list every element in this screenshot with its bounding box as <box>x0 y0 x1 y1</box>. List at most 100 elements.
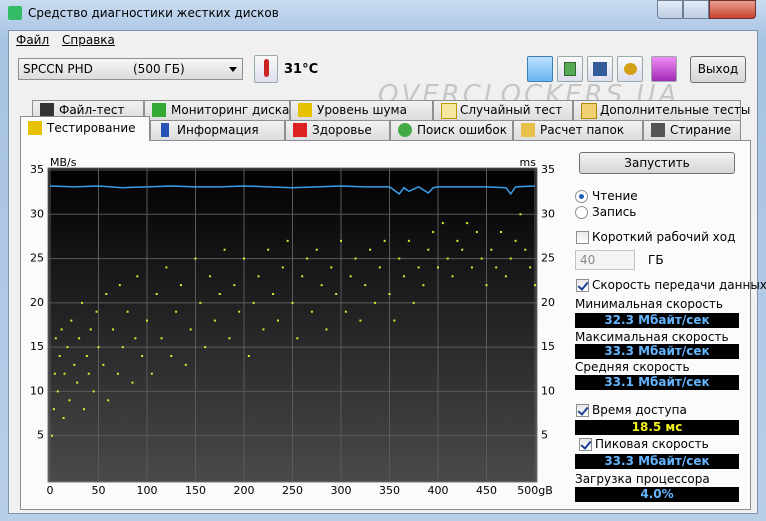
access-time-point <box>107 399 110 402</box>
y2-tick-label: 20 <box>541 296 555 309</box>
checkbox[interactable] <box>576 404 589 417</box>
access-time-point <box>325 328 328 331</box>
menu-item[interactable]: Справка <box>62 33 115 47</box>
tab[interactable]: Расчет папок <box>513 120 643 140</box>
access-time-point <box>267 248 270 251</box>
y-tick-label: 30 <box>30 207 44 220</box>
app-icon <box>8 6 22 20</box>
y2-tick-label: 25 <box>541 252 555 265</box>
access-time-point <box>398 257 401 260</box>
tab[interactable]: Случайный тест <box>433 100 573 120</box>
access-time-point <box>417 266 420 269</box>
access-time-point <box>306 257 309 260</box>
tab[interactable]: Стирание <box>643 120 741 140</box>
toolbar-button[interactable] <box>651 56 677 82</box>
exit-button[interactable]: Выход <box>690 56 746 83</box>
toolbar-button[interactable] <box>527 56 553 82</box>
access-time-point <box>286 239 289 242</box>
access-time-point <box>97 346 100 349</box>
access-time-point <box>320 284 323 287</box>
access-time-point <box>62 417 65 419</box>
access-time-point <box>209 275 212 278</box>
checkbox[interactable] <box>576 231 589 244</box>
access-time-point <box>296 337 299 340</box>
label: Короткий рабочий ход <box>592 230 736 244</box>
tab[interactable]: Уровень шума <box>290 100 433 120</box>
access-time-point <box>480 257 483 260</box>
y2-tick-label: 35 <box>541 163 555 176</box>
access-time-point <box>179 284 182 287</box>
tab[interactable]: Мониторинг диска <box>144 100 290 120</box>
access-time-point <box>524 248 527 251</box>
access-time-point <box>509 257 512 260</box>
maximize-button[interactable] <box>683 0 709 19</box>
tab-label: Уровень шума <box>317 103 407 117</box>
access-time-point <box>281 266 284 269</box>
close-button[interactable] <box>709 0 756 19</box>
access-time-point <box>504 275 507 278</box>
access-time-point <box>340 239 342 242</box>
toolbar-button[interactable] <box>557 56 583 82</box>
access-time-point <box>52 408 55 411</box>
access-time-point <box>131 381 134 384</box>
x-tick-label: 350 <box>379 484 400 497</box>
access-time-point <box>359 319 362 322</box>
access-time-point <box>432 231 435 233</box>
access-time-point <box>373 301 376 304</box>
drive-combo[interactable]: SPCCN PHD (500 ГБ) <box>18 58 243 80</box>
access-time-point <box>189 328 192 331</box>
start-button[interactable]: Запустить <box>579 152 735 174</box>
toolbar-button[interactable] <box>587 56 613 82</box>
access-time-point <box>175 310 178 313</box>
access-time-point <box>403 275 406 278</box>
access-time-point <box>456 239 459 242</box>
minimize-button[interactable] <box>657 0 683 19</box>
access-time-point <box>349 275 352 278</box>
y-tick-label: 20 <box>30 296 44 309</box>
tab-label: Тестирование <box>47 121 136 135</box>
access-time-point <box>50 434 53 437</box>
radio[interactable] <box>575 190 588 203</box>
tab-label: Случайный тест <box>460 103 563 117</box>
access-time-point <box>54 337 57 340</box>
access-time-point <box>243 257 245 260</box>
access-time-point <box>276 319 279 322</box>
label: Скорость передачи данных <box>592 278 766 292</box>
label: Чтение <box>592 189 638 203</box>
access-time-point <box>257 275 260 278</box>
access-time-point <box>422 284 425 287</box>
access-time-point <box>76 381 79 384</box>
access-time-point <box>56 390 59 393</box>
access-time-point <box>272 293 275 295</box>
tab[interactable]: Файл-тест <box>32 100 144 120</box>
tab-selected[interactable]: Тестирование <box>20 116 150 141</box>
access-time-point <box>70 319 73 322</box>
access-time-point <box>63 372 66 375</box>
checkbox[interactable] <box>576 279 589 292</box>
tab[interactable]: Дополнительные тесты <box>573 100 750 120</box>
tab[interactable]: Информация <box>150 120 285 140</box>
checkbox[interactable] <box>579 438 592 451</box>
drive-name: SPCCN PHD <box>23 62 93 76</box>
menu-item[interactable]: Файл <box>16 33 50 47</box>
label: ГБ <box>648 253 664 267</box>
access-time-point <box>60 328 63 331</box>
radio[interactable] <box>575 206 588 219</box>
access-time-point <box>134 337 137 340</box>
label: Время доступа <box>592 403 687 417</box>
access-time-point <box>519 213 522 216</box>
transfer-rate-line <box>49 185 536 196</box>
y-tick-label: 25 <box>30 252 44 265</box>
toolbar-button[interactable] <box>617 56 643 82</box>
tab[interactable]: Поиск ошибок <box>390 120 513 140</box>
access-time-point <box>514 239 517 242</box>
access-time-point <box>500 231 503 233</box>
temperature-icon <box>254 55 278 83</box>
access-time-point <box>92 390 95 393</box>
x-tick-label: 250 <box>282 484 303 497</box>
access-time-point <box>238 310 241 313</box>
spinner[interactable]: 40 <box>575 250 635 270</box>
tab[interactable]: Здоровье <box>285 120 390 140</box>
value-box: 18.5 мс <box>575 420 739 435</box>
